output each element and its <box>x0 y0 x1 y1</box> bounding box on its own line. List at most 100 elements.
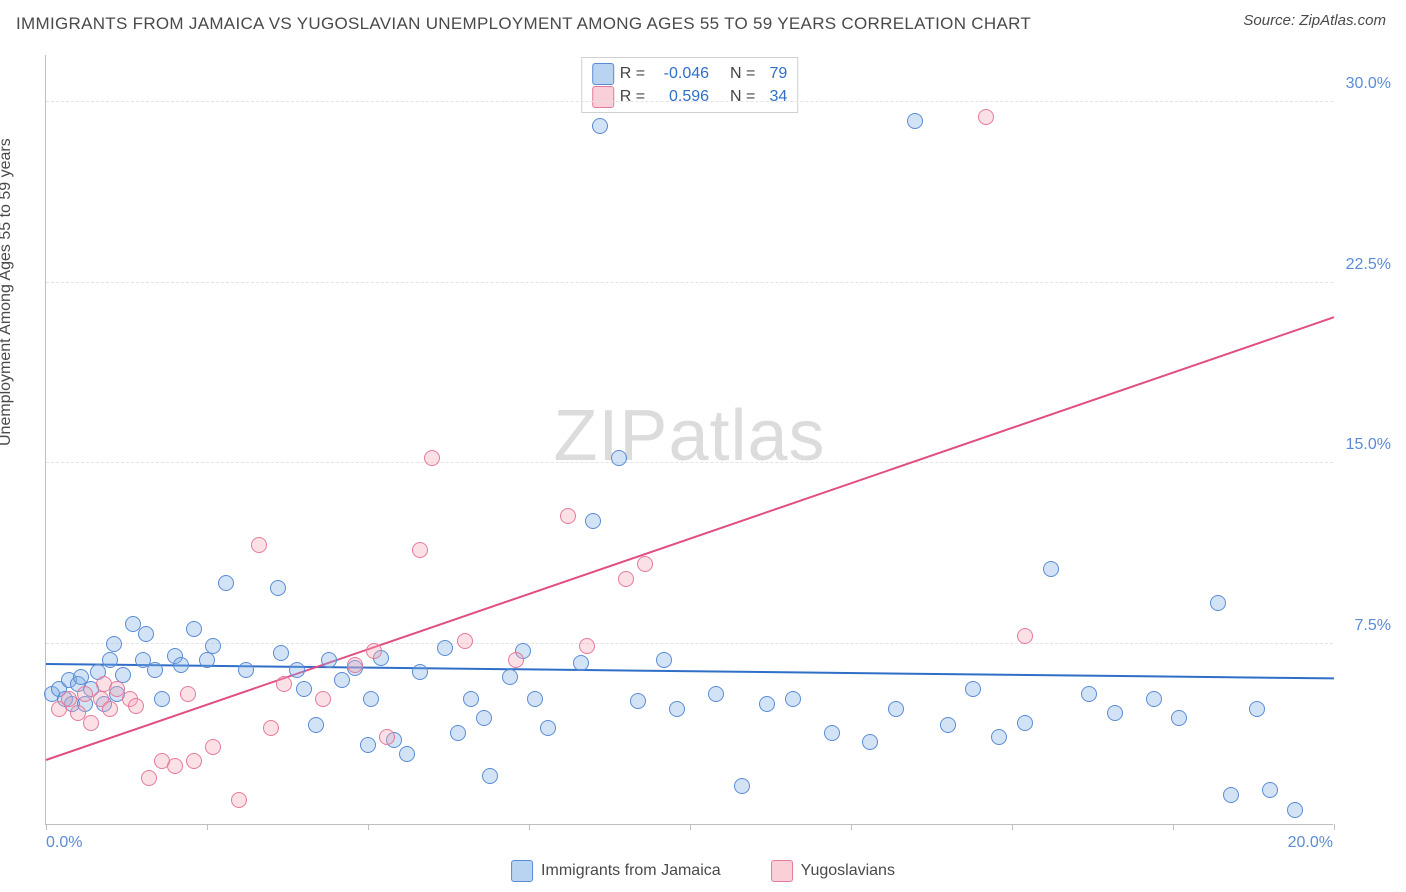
scatter-point-jamaica <box>592 118 608 134</box>
scatter-plot-area: ZIPatlas R = -0.046 N = 79 R = 0.596 N =… <box>45 55 1333 825</box>
x-tick-mark <box>1334 824 1335 830</box>
scatter-point-yugoslavia <box>186 753 202 769</box>
scatter-point-jamaica <box>186 621 202 637</box>
legend-label: Immigrants from Jamaica <box>541 862 721 879</box>
legend-label: Yugoslavians <box>801 862 895 879</box>
scatter-point-yugoslavia <box>379 729 395 745</box>
swatch-icon <box>592 63 614 85</box>
scatter-point-jamaica <box>888 701 904 717</box>
scatter-point-yugoslavia <box>637 556 653 572</box>
y-tick-label: 15.0% <box>1337 436 1391 454</box>
legend-item-jamaica: Immigrants from Jamaica <box>511 860 721 882</box>
scatter-point-yugoslavia <box>560 508 576 524</box>
scatter-point-yugoslavia <box>412 542 428 558</box>
scatter-point-jamaica <box>270 580 286 596</box>
scatter-point-yugoslavia <box>508 652 524 668</box>
scatter-point-yugoslavia <box>231 792 247 808</box>
scatter-point-yugoslavia <box>366 643 382 659</box>
scatter-point-yugoslavia <box>263 720 279 736</box>
scatter-point-jamaica <box>463 691 479 707</box>
scatter-point-yugoslavia <box>579 638 595 654</box>
scatter-point-jamaica <box>824 725 840 741</box>
scatter-point-jamaica <box>412 664 428 680</box>
scatter-point-yugoslavia <box>424 450 440 466</box>
scatter-point-jamaica <box>450 725 466 741</box>
scatter-point-jamaica <box>199 652 215 668</box>
r-label: R = <box>620 85 645 108</box>
n-value: 79 <box>761 62 787 85</box>
scatter-point-jamaica <box>1017 715 1033 731</box>
scatter-point-jamaica <box>1146 691 1162 707</box>
scatter-point-yugoslavia <box>61 691 77 707</box>
scatter-point-jamaica <box>173 657 189 673</box>
scatter-point-jamaica <box>102 652 118 668</box>
scatter-point-jamaica <box>1081 686 1097 702</box>
watermark-text: ZIPatlas <box>553 394 825 476</box>
scatter-point-jamaica <box>965 681 981 697</box>
chart-title: IMMIGRANTS FROM JAMAICA VS YUGOSLAVIAN U… <box>16 14 1031 34</box>
scatter-point-jamaica <box>656 652 672 668</box>
legend-row-jamaica: R = -0.046 N = 79 <box>592 62 788 85</box>
scatter-point-yugoslavia <box>315 691 331 707</box>
scatter-point-yugoslavia <box>251 537 267 553</box>
y-tick-label: 7.5% <box>1337 617 1391 635</box>
scatter-point-jamaica <box>630 693 646 709</box>
scatter-point-jamaica <box>296 681 312 697</box>
scatter-point-jamaica <box>238 662 254 678</box>
scatter-point-jamaica <box>611 450 627 466</box>
y-axis-label: Unemployment Among Ages 55 to 59 years <box>0 138 15 446</box>
scatter-point-jamaica <box>940 717 956 733</box>
scatter-point-jamaica <box>476 710 492 726</box>
scatter-point-jamaica <box>585 513 601 529</box>
correlation-legend: R = -0.046 N = 79 R = 0.596 N = 34 <box>581 57 799 113</box>
scatter-point-jamaica <box>540 720 556 736</box>
scatter-point-jamaica <box>1107 705 1123 721</box>
scatter-point-jamaica <box>308 717 324 733</box>
x-tick-mark <box>690 824 691 830</box>
gridline-h <box>46 101 1333 102</box>
scatter-point-yugoslavia <box>978 109 994 125</box>
scatter-point-jamaica <box>273 645 289 661</box>
r-label: R = <box>620 62 645 85</box>
scatter-point-yugoslavia <box>457 633 473 649</box>
scatter-point-jamaica <box>289 662 305 678</box>
x-tick-mark <box>46 824 47 830</box>
scatter-point-yugoslavia <box>167 758 183 774</box>
regression-line-yugoslavia <box>46 317 1335 762</box>
scatter-point-jamaica <box>1287 802 1303 818</box>
scatter-point-jamaica <box>106 636 122 652</box>
scatter-point-jamaica <box>991 729 1007 745</box>
scatter-point-jamaica <box>482 768 498 784</box>
scatter-point-jamaica <box>759 696 775 712</box>
scatter-point-jamaica <box>527 691 543 707</box>
scatter-point-yugoslavia <box>77 686 93 702</box>
scatter-point-jamaica <box>138 626 154 642</box>
scatter-point-jamaica <box>1171 710 1187 726</box>
n-value: 34 <box>761 85 787 108</box>
n-label: N = <box>730 62 755 85</box>
scatter-point-jamaica <box>734 778 750 794</box>
scatter-point-jamaica <box>437 640 453 656</box>
scatter-point-jamaica <box>785 691 801 707</box>
scatter-point-jamaica <box>334 672 350 688</box>
y-tick-label: 30.0% <box>1337 75 1391 93</box>
scatter-point-jamaica <box>907 113 923 129</box>
scatter-point-jamaica <box>218 575 234 591</box>
scatter-point-jamaica <box>205 638 221 654</box>
scatter-point-yugoslavia <box>141 770 157 786</box>
scatter-point-jamaica <box>399 746 415 762</box>
gridline-h <box>46 462 1333 463</box>
scatter-point-jamaica <box>573 655 589 671</box>
gridline-h <box>46 282 1333 283</box>
scatter-point-yugoslavia <box>618 571 634 587</box>
scatter-point-jamaica <box>1223 787 1239 803</box>
series-legend: Immigrants from Jamaica Yugoslavians <box>511 860 895 882</box>
scatter-point-jamaica <box>669 701 685 717</box>
x-axis-origin-label: 0.0% <box>46 834 82 852</box>
gridline-h <box>46 643 1333 644</box>
scatter-point-yugoslavia <box>1017 628 1033 644</box>
scatter-point-yugoslavia <box>276 676 292 692</box>
scatter-point-jamaica <box>321 652 337 668</box>
scatter-point-jamaica <box>1262 782 1278 798</box>
scatter-point-jamaica <box>1043 561 1059 577</box>
